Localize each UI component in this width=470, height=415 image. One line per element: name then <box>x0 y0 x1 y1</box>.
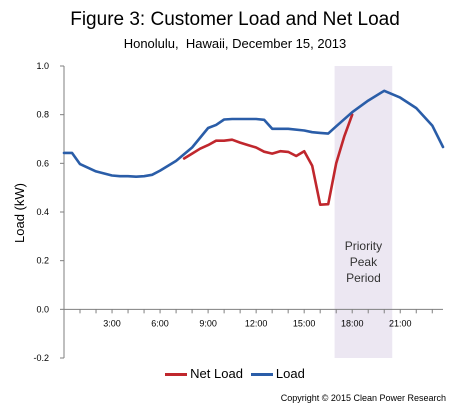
legend-swatch-load <box>250 372 273 376</box>
legend-item-load: Load <box>250 366 305 382</box>
x-tick-label: 12:00 <box>245 318 268 328</box>
priority-peak-region <box>334 66 393 358</box>
x-tick-label: 15:00 <box>293 318 316 328</box>
priority-peak-label-line: Period <box>346 271 381 285</box>
y-tick-label: 0.2 <box>36 256 49 266</box>
chart-legend: Net Load Load <box>0 366 470 382</box>
legend-item-net-load: Net Load <box>165 366 243 382</box>
x-tick-label: 6:00 <box>151 318 169 328</box>
y-tick-label: 0.6 <box>36 158 49 168</box>
shade-layer: Priority Peak Period <box>334 66 393 358</box>
copyright-notice: Copyright © 2015 Clean Power Research <box>280 393 446 403</box>
chart-subtitle: Honolulu, Hawaii, December 15, 2013 <box>123 36 347 51</box>
legend-label-load: Load <box>275 366 305 381</box>
y-tick-label: 1.0 <box>36 61 49 71</box>
series-layer <box>62 89 445 206</box>
y-axis-label: Load (kW) <box>12 183 27 243</box>
x-tick-label: 18:00 <box>341 318 364 328</box>
y-tick-label: 0.8 <box>36 110 49 120</box>
x-tick-label: 21:00 <box>389 318 412 328</box>
y-tick-label: -0.2 <box>33 353 49 363</box>
priority-peak-label-line: Peak <box>350 255 378 269</box>
series-line-load <box>62 89 445 178</box>
series-line-net-load <box>182 113 354 206</box>
x-tick-label: 9:00 <box>199 318 217 328</box>
chart-title: Figure 3: Customer Load and Net Load <box>70 9 400 30</box>
y-tick-label: 0.0 <box>36 304 49 314</box>
y-tick-label: 0.4 <box>36 207 49 217</box>
x-tick-label: 3:00 <box>103 318 121 328</box>
priority-peak-label-line: Priority <box>345 239 382 253</box>
legend-label-net-load: Net Load <box>190 366 243 381</box>
legend-swatch-net-load <box>165 372 188 376</box>
axis-layer: -0.2 0.0 0.2 0.4 0.6 0.8 1.0 3:00 6:00 9:00 12:00 1… <box>33 61 443 363</box>
